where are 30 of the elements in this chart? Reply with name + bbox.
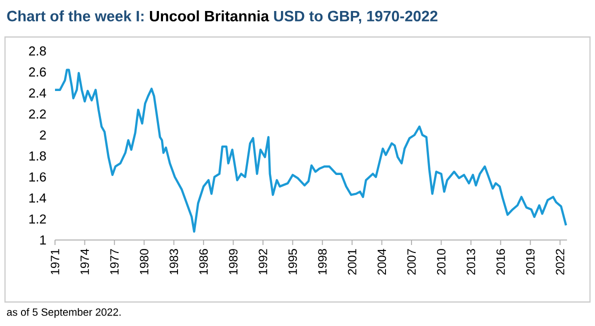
- x-tick-label: 1977: [110, 249, 119, 274]
- x-tick-label: 2001: [348, 249, 356, 275]
- x-tick-label: 2007: [407, 249, 416, 275]
- text: as of 5 September 2022.: [6, 308, 121, 318]
- x-tick-label: 2010: [436, 248, 446, 275]
- x-tick-label: 2022: [556, 249, 564, 275]
- x-tick-label: 1989: [229, 249, 238, 274]
- x-tick-label: 1974: [80, 248, 89, 274]
- x-tick-label: 1998: [318, 249, 327, 274]
- y-tick-label: 1.2: [29, 214, 46, 224]
- x-tick-label: 2019: [526, 249, 535, 275]
- y-tick-label: 2.2: [29, 109, 46, 119]
- x-tick-label: 1995: [288, 249, 297, 274]
- y-tick-label: 2.4: [29, 88, 46, 98]
- x-tick-label: 1986: [199, 249, 208, 274]
- y-tick-label: 2: [40, 130, 46, 140]
- x-tick-label: 2016: [496, 249, 505, 275]
- x-tick-label: 1992: [258, 249, 268, 274]
- y-tick-label: 2.6: [29, 67, 46, 77]
- y-tick-label: 1.6: [29, 172, 46, 182]
- x-tick-label: 1983: [170, 249, 178, 274]
- x-tick-label: 1980: [140, 248, 148, 274]
- y-tick-label: 1: [40, 236, 46, 244]
- x-tick-label: 2013: [466, 249, 476, 275]
- chart-title: Chart of the week I: Uncool Britannia USD to GBP, 1970-2022: [7, 10, 438, 24]
- y-tick-label: 1.4: [29, 194, 46, 202]
- y-tick-label: 1.8: [29, 151, 46, 161]
- x-tick-label: 2004: [378, 248, 386, 275]
- x-tick-label: 1971: [50, 249, 60, 274]
- y-tick-label: 2.8: [29, 46, 46, 56]
